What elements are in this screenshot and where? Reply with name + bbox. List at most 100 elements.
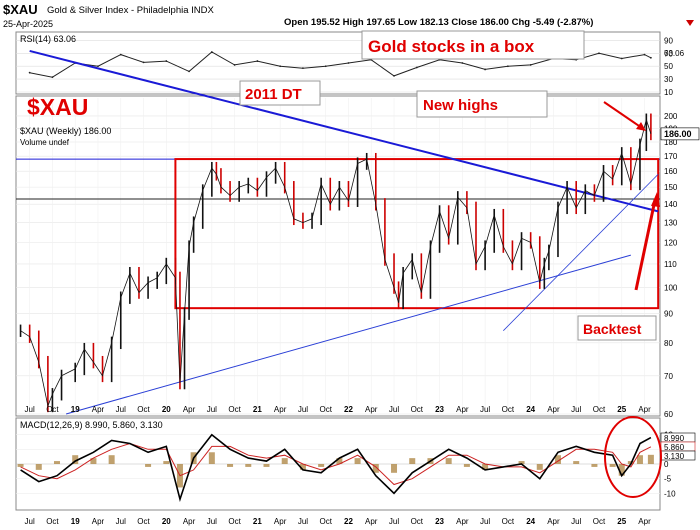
price-x-tick-label: Apr [92,405,105,414]
price-tick-label: 80 [664,339,673,348]
macd-histogram-bar [336,458,343,464]
price-x-tick-label: Jul [207,405,217,414]
price-x-tick-label: 21 [253,405,262,414]
rsi-panel-frame [15,31,661,95]
price-tick-label: 160 [664,167,678,176]
price-x-tick-label: 19 [71,405,80,414]
price-x-tick-label: Jul [480,405,490,414]
price-last-value-box [660,127,700,141]
macd-histogram-bar [145,464,152,467]
macd-x-tick-label: Apr [183,517,196,526]
macd-histogram-bar [35,464,42,470]
backtest-annotation-text: Backtest [583,321,642,337]
price-x-tick-label: Jul [25,405,35,414]
rsi-tick-label: 30 [664,75,673,84]
big-symbol-label: $XAU [27,94,88,120]
price-x-tick-label: Apr [274,405,287,414]
macd-tick-label: -10 [664,489,676,498]
macd-histogram-bar [163,461,170,464]
macd-histogram-bar [463,464,470,467]
price-x-tick-label: 23 [435,405,444,414]
downtrend-line [29,49,659,213]
macd-x-tick-label: Apr [547,517,560,526]
backtest-annotation-box [577,315,657,341]
price-layer [16,49,660,415]
macd-histogram-bar [263,464,270,467]
macd-value-label: 3.130 [664,452,685,461]
rsi-tick-label: 50 [664,62,673,71]
macd-x-tick-label: Jul [207,517,217,526]
rsi-point [461,62,464,64]
price-x-tick-label: Apr [365,405,378,414]
rsi-last-value-label: 63.06 [664,49,685,58]
new-highs-arrowhead-icon [636,122,646,131]
macd-x-tick-label: Oct [411,517,424,526]
chart-header: $XAU Gold & Silver Index - Philadelphia … [3,2,694,29]
price-x-tick-label: Jul [116,405,126,414]
macd-x-tick-label: Apr [92,517,105,526]
rsi-point [529,64,532,66]
macd-histogram-bar [647,454,654,464]
macd-value-label: 5.860 [664,443,685,452]
macd-x-tick-label: Oct [593,517,606,526]
axis-layer: 10 30 50 70 90 63.06 60 70 80 90 100 110 120 130 140 15… [25,36,700,526]
price-x-tick-label: Apr [638,405,651,414]
macd-x-tick-label: Oct [137,517,150,526]
price-x-tick-label: Apr [547,405,560,414]
rsi-point [210,51,213,53]
dt-annotation-box [239,80,321,106]
price-x-tick-label: Oct [46,405,59,414]
macd-histogram-bar [318,464,325,467]
rsi-point [233,64,236,66]
macd-histogram-bar [53,461,60,464]
macd-x-tick-label: Jul [480,517,490,526]
dt-annotation-text: 2011 DT [245,86,302,103]
price-tick-label: 90 [664,310,673,319]
price-tick-label: 130 [664,219,678,228]
price-x-tick-label: 25 [617,405,626,414]
macd-histogram-bar [536,464,543,470]
macd-histogram-bar [609,464,616,467]
highs-annotation-box [416,90,548,118]
price-x-tick-label: Oct [228,405,241,414]
macd-x-tick-label: 23 [435,517,444,526]
title-annotation-text: Gold stocks in a box [368,37,535,56]
macd-histogram-bar [554,455,561,464]
macd-histogram-bar [445,458,452,464]
rsi-point [506,65,509,68]
macd-highlight-ellipse [604,416,662,498]
price-x-tick-label: Jul [389,405,399,414]
macd-histogram-bar [573,461,580,464]
price-tick-label: 100 [664,284,678,293]
rsi-point [51,76,54,79]
price-x-tick-label: Oct [593,405,606,414]
macd-histogram-bar [245,464,252,467]
macd-main-line [20,433,652,503]
price-tick-label: 150 [664,183,678,192]
rsi-tick-label: 10 [664,88,673,97]
macd-x-tick-label: 22 [344,517,353,526]
price-tick-label: 70 [664,372,673,381]
macd-x-tick-label: Oct [502,517,515,526]
rsi-tick-label: 90 [664,36,673,45]
rsi-point [393,74,395,77]
macd-histogram-bar [354,458,361,464]
macd-histogram-bar [208,452,215,464]
rsi-tick-label: 70 [664,49,673,58]
rsi-point [484,68,487,71]
macd-x-tick-label: Jul [389,517,399,526]
rsi-point [347,62,350,64]
macd-x-tick-label: Apr [456,517,469,526]
rsi-point [620,57,623,60]
header-name: Gold & Silver Index - Philadelphia INDX [47,5,215,16]
price-x-tick-label: Oct [319,405,332,414]
macd-x-tick-label: Apr [365,517,378,526]
macd-x-tick-label: Oct [228,517,241,526]
macd-histogram-bar [281,458,288,464]
macd-x-tick-label: Apr [638,517,651,526]
rsi-point [28,71,31,74]
macd-x-tick-label: Jul [298,517,308,526]
price-x-tick-label: Apr [456,405,469,414]
macd-layer [17,433,654,503]
